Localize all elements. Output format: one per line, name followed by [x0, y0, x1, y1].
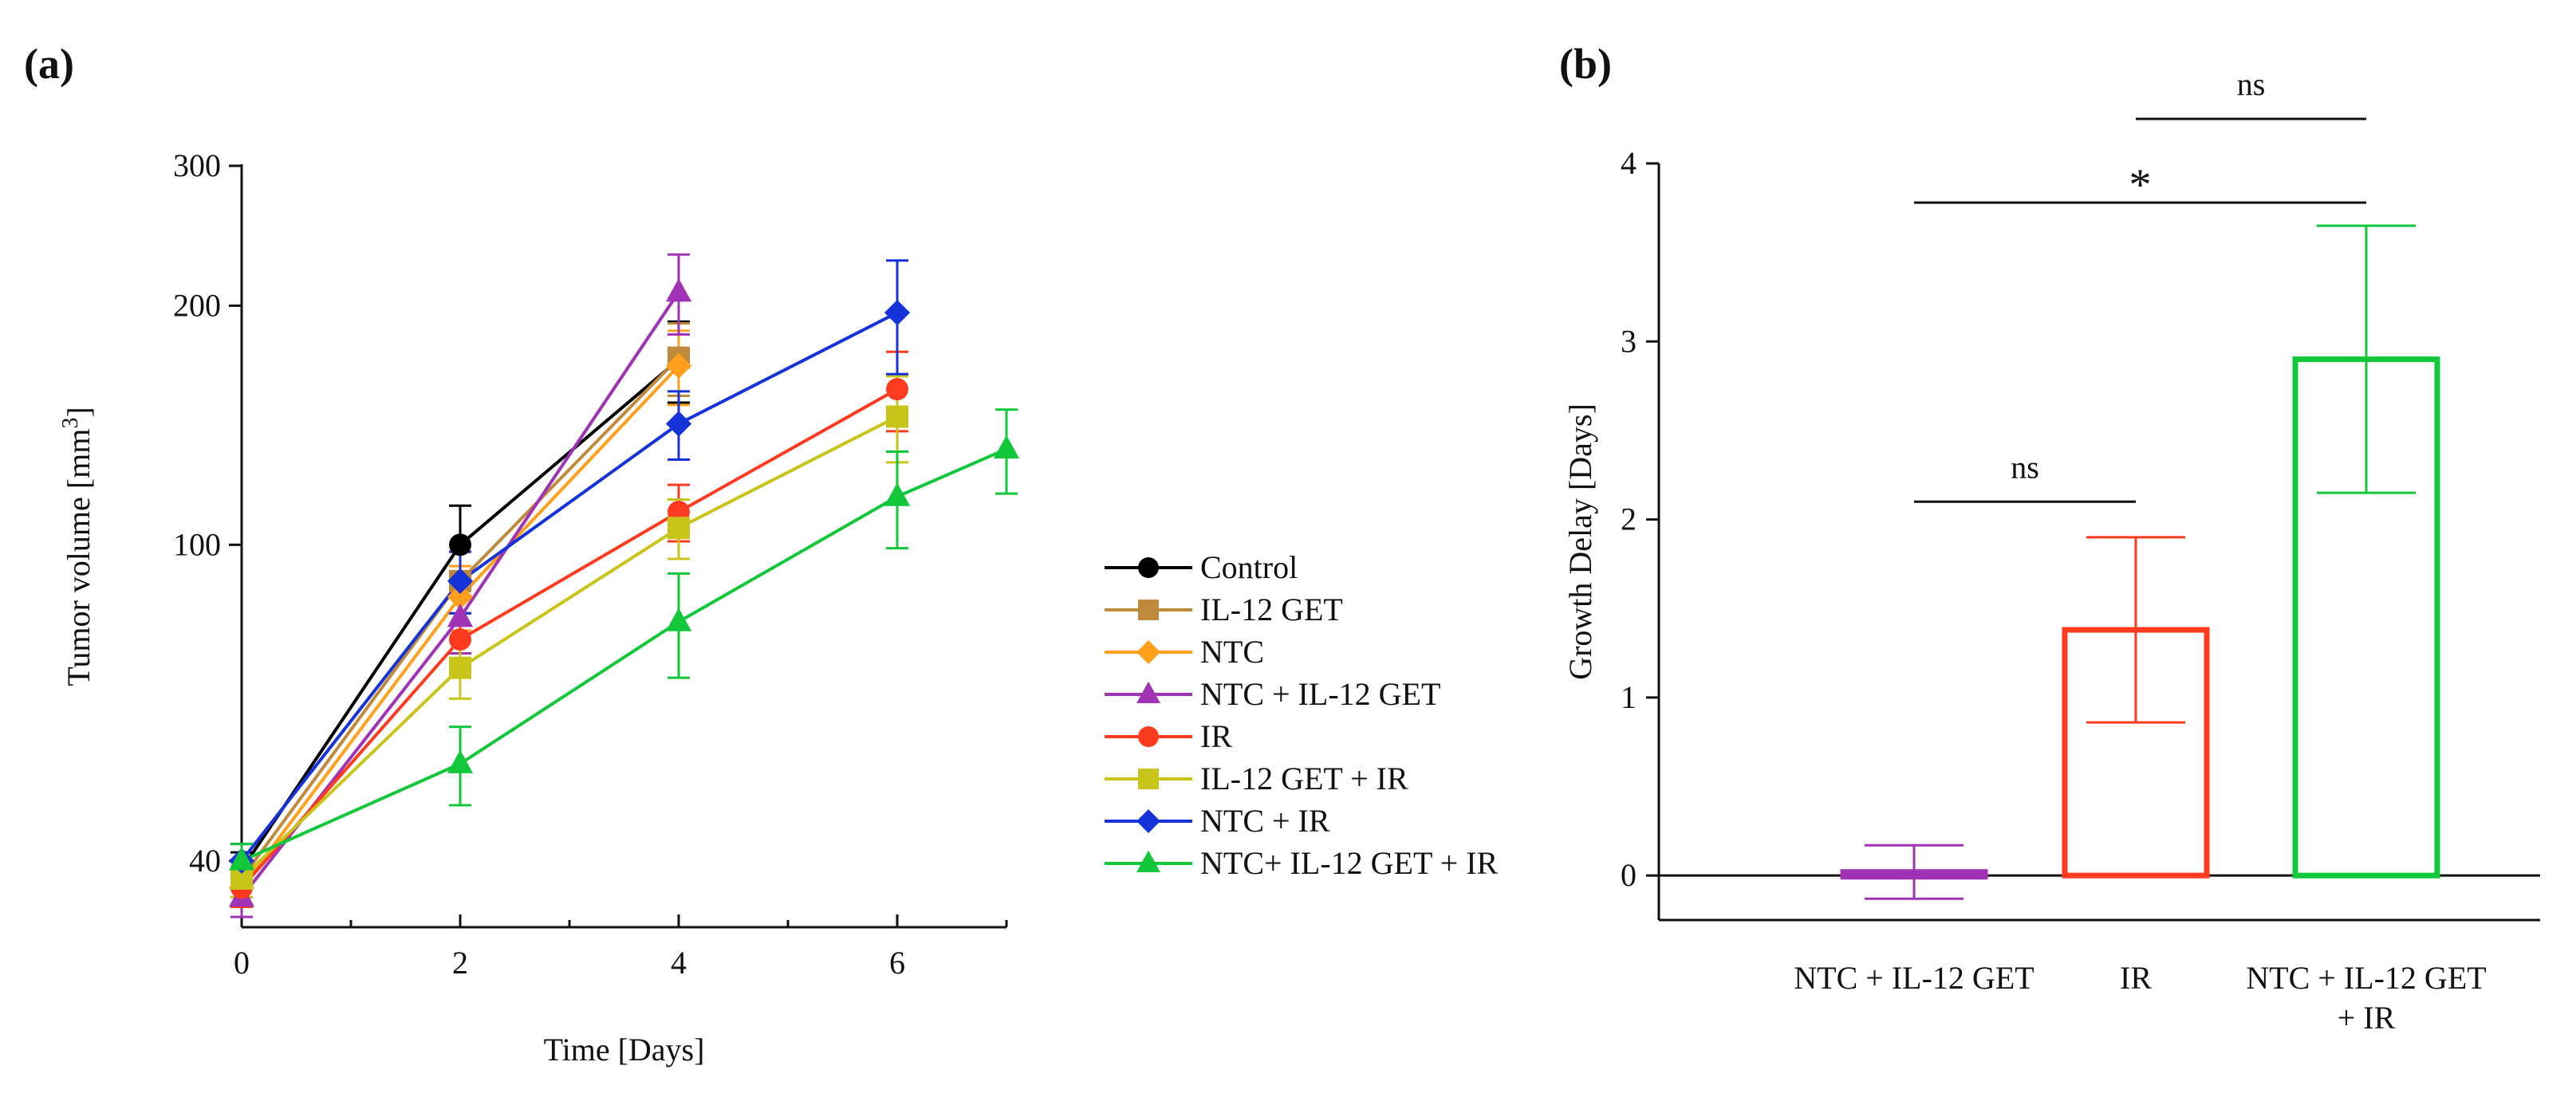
data-point-ntc-il-12-get-ir: [665, 608, 692, 631]
legend-label: IL-12 GET + IR: [1200, 761, 1408, 796]
data-point-control: [449, 533, 471, 556]
y-axis-title: Growth Delay [Days]: [1562, 403, 1598, 680]
series-line-il-12-get-ir: [240, 415, 898, 880]
y-tick-label: 0: [1621, 857, 1637, 893]
data-point-ir: [886, 378, 908, 401]
y-axis-title-close: ]: [61, 407, 97, 417]
legend-item-il-12-get: IL-12 GET: [1105, 592, 1343, 627]
legend-label: NTC + IR: [1200, 803, 1330, 839]
legend-label: NTC: [1200, 634, 1264, 670]
legend-item-control: Control: [1105, 549, 1298, 585]
panel-b-label: (b): [1559, 40, 1612, 88]
data-point-ntc: [447, 584, 474, 610]
legend-swatch-marker: [1136, 850, 1160, 873]
data-point-il-12-get-ir: [886, 405, 908, 428]
data-point-ntc-il-12-get: [665, 277, 692, 302]
data-point-ntc-il-12-get-ir: [884, 482, 911, 506]
x-tick-label: 4: [671, 945, 687, 981]
legend-item-ntc-il-12-get: NTC + IL-12 GET: [1105, 676, 1440, 712]
legend-item-il-12-get-ir: IL-12 GET + IR: [1105, 761, 1408, 796]
legend-item-ntc: NTC: [1105, 634, 1264, 670]
legend-label: NTC+ IL-12 GET + IR: [1200, 845, 1499, 881]
x-axis-title: Time [Days]: [544, 1032, 705, 1068]
series-line-ntc-ir: [240, 311, 898, 862]
y-tick-label: 2: [1621, 501, 1637, 537]
series-markers: [228, 277, 1020, 907]
x-tick-label: 2: [452, 945, 468, 981]
y-axis-title-superscript: 3: [58, 418, 83, 429]
legend-item-ntc-ir: NTC + IR: [1105, 803, 1330, 839]
data-point-ntc-ir: [884, 300, 911, 326]
legend-label: Control: [1200, 549, 1298, 585]
panel-a-label: (a): [24, 40, 74, 88]
data-point-ntc-il-12-get: [447, 603, 474, 627]
axis-ticks: 40 100 200 300 0 2 4 6: [173, 147, 1008, 981]
legend-swatch-marker: [1138, 600, 1159, 620]
y-tick-label: 100: [173, 526, 221, 562]
data-point-ntc-ir: [665, 411, 692, 437]
data-point-ntc-il-12-get-ir: [447, 749, 474, 773]
y-axis-title-main: Tumor volume [mm: [61, 429, 97, 686]
y-tick-label: 200: [173, 287, 221, 323]
y-tick-label: 1: [1621, 679, 1637, 715]
category-labels: NTC + IL-12 GET IR NTC + IL-12 GET + IR: [1794, 960, 2486, 1036]
legend-item-ir: IR: [1105, 718, 1232, 754]
significance-label: ns: [2011, 449, 2039, 485]
data-point-ntc: [665, 352, 692, 379]
panel-a-line-chart: (a) 40 100 200 300 0 2 4 6 Time [Days] Tumor vo…: [24, 40, 1499, 1068]
legend-label: NTC + IL-12 GET: [1200, 676, 1440, 712]
category-label: NTC + IL-12 GET: [2246, 960, 2486, 996]
legend: Control IL-12 GET NTC NTC + IL-12 GET IR IL-1…: [1105, 549, 1499, 881]
data-point-ntc-il-12-get-ir: [228, 847, 255, 871]
category-label: IR: [2120, 960, 2152, 996]
bars: [1840, 224, 2440, 900]
y-tick-label: 300: [173, 147, 221, 183]
data-point-ntc-il-12-get-ir: [993, 435, 1020, 459]
category-label: + IR: [2338, 1000, 2396, 1036]
y-axis-title: Tumor volume [mm3]: [58, 407, 97, 686]
data-point-ir: [449, 628, 471, 651]
legend-swatch-marker: [1138, 557, 1159, 578]
y-tick-label: 3: [1621, 323, 1637, 359]
legend-swatch-marker: [1136, 809, 1160, 833]
legend-label: IL-12 GET: [1200, 592, 1343, 627]
data-point-il-12-get-ir: [449, 656, 471, 679]
legend-label: IR: [1200, 718, 1232, 754]
data-point-ntc-ir: [447, 568, 474, 595]
y-tick-label: 4: [1621, 145, 1637, 181]
significance-label: *: [2129, 160, 2152, 210]
significance-brackets: ns * ns: [1914, 66, 2366, 503]
data-point-il-12-get-ir: [668, 517, 690, 540]
axis-ticks: 0 1 2 3 4: [1621, 145, 1659, 893]
legend-swatch-marker: [1138, 726, 1159, 747]
legend-item-ntc-il-12-get-ir: NTC+ IL-12 GET + IR: [1105, 845, 1499, 881]
y-tick-label: 40: [189, 843, 221, 879]
legend-swatch-marker: [1136, 681, 1160, 704]
x-tick-label: 0: [234, 945, 250, 981]
legend-swatch-marker: [1138, 769, 1159, 789]
legend-swatch-marker: [1136, 640, 1160, 664]
series-line-ir: [240, 387, 898, 889]
x-tick-label: 6: [889, 945, 905, 981]
significance-label: ns: [2237, 66, 2266, 102]
category-label: NTC + IL-12 GET: [1794, 960, 2034, 996]
